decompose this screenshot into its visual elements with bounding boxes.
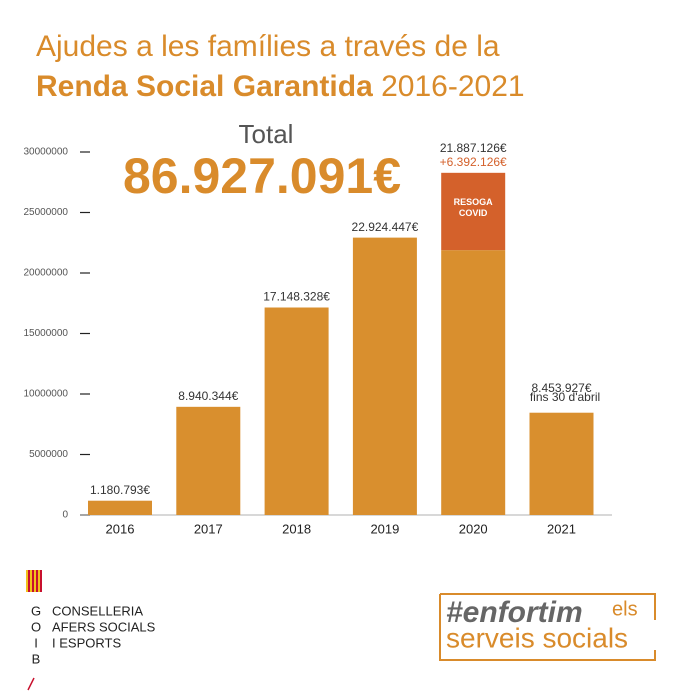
logo-flag <box>26 570 42 592</box>
x-tick-label: 2021 <box>547 521 576 536</box>
y-tick-label: 0 <box>62 510 68 521</box>
y-tick-label: 20000000 <box>24 268 69 279</box>
y-tick-label: 10000000 <box>24 389 69 400</box>
value-label: +6.392.126€ <box>440 155 507 169</box>
flag-stripe <box>40 570 42 592</box>
chart-subtitle: Renda Social Garantida 2016-2021 <box>36 70 525 103</box>
x-tick-label: 2019 <box>370 521 399 536</box>
hashtag: #enfortim <box>446 596 583 629</box>
subtitle-years: 2016-2021 <box>381 70 524 103</box>
y-tick-label: 30000000 <box>24 147 69 158</box>
x-tick-label: 2016 <box>106 521 135 536</box>
bar <box>88 500 152 515</box>
annotation: fins 30 d'abril <box>530 390 600 404</box>
segment-name: RESOGA COVID <box>453 196 493 218</box>
logo-letter: O <box>31 619 41 634</box>
x-tick-label: 2018 <box>282 521 311 536</box>
subtitle-bold: Renda Social Garantida <box>36 70 373 103</box>
bar <box>441 172 506 251</box>
value-label: 21.887.126€ <box>440 141 507 155</box>
y-tick-label: 15000000 <box>24 328 69 339</box>
department-line: AFERS SOCIALS <box>52 619 156 634</box>
y-tick-label: 25000000 <box>24 207 69 218</box>
bar <box>441 250 506 515</box>
value-label: 8.453.927€ <box>531 381 591 395</box>
value-label: 1.180.793€ <box>90 483 150 497</box>
total-value: 86.927.091€ <box>123 148 401 204</box>
y-tick-label: 5000000 <box>29 449 68 460</box>
logo-slash <box>27 677 35 691</box>
x-tick-label: 2020 <box>459 521 488 536</box>
segment-label: RESOGA COVID <box>453 196 493 218</box>
bar <box>352 237 417 515</box>
slogan: serveis socials <box>446 622 628 653</box>
bar <box>264 307 329 515</box>
logo-letter: I <box>34 635 38 650</box>
chart-title: Ajudes a les famílies a través de la <box>36 30 500 63</box>
value-label: 22.924.447€ <box>352 220 419 234</box>
total-label: Total <box>239 119 294 149</box>
x-tick-label: 2017 <box>194 521 223 536</box>
slogan-frame <box>439 593 656 661</box>
flag-stripe <box>36 570 38 592</box>
bar <box>176 406 241 515</box>
logo-letter: G <box>31 603 41 618</box>
bar <box>529 412 594 515</box>
flag-stripe <box>32 570 34 592</box>
logo-letter: B <box>32 651 41 666</box>
value-label: 17.148.328€ <box>263 290 330 304</box>
value-label: 8.940.344€ <box>178 389 238 403</box>
department-line: I ESPORTS <box>52 635 121 650</box>
hashtag-tail: els <box>612 598 638 620</box>
flag-stripe <box>28 570 30 592</box>
department-line: CONSELLERIA <box>52 603 143 618</box>
